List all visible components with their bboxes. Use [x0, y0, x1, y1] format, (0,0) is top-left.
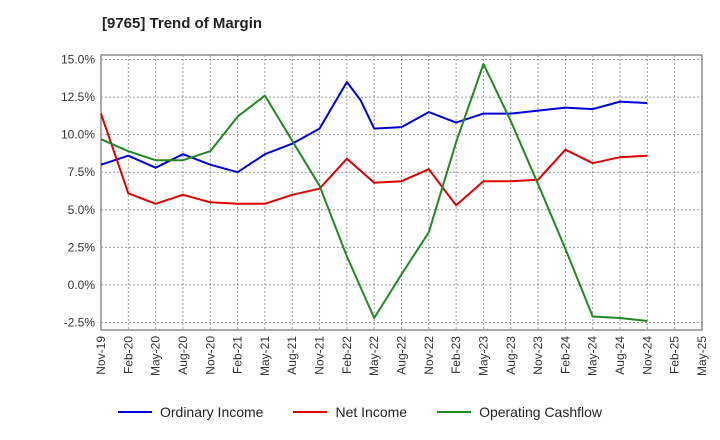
y-tick-label: 5.0% — [68, 203, 96, 217]
series-line-0 — [100, 81, 648, 174]
series-line-2 — [100, 63, 648, 322]
x-tick-label: May-25 — [695, 336, 709, 376]
x-tick-label: May-21 — [258, 336, 272, 376]
legend-item-operating: Operating Cashflow — [437, 404, 602, 420]
x-tick-label: Feb-21 — [231, 336, 245, 374]
x-tick-label: Nov-22 — [422, 336, 436, 375]
x-tick-label: May-20 — [149, 336, 163, 376]
legend-item-net: Net Income — [293, 404, 407, 420]
legend-label-operating: Operating Cashflow — [479, 404, 603, 420]
legend-label-ordinary: Ordinary Income — [159, 404, 264, 420]
x-tick-label: Feb-23 — [449, 336, 463, 374]
x-tick-label: Feb-25 — [668, 336, 682, 374]
series-line-1 — [100, 113, 648, 207]
y-tick-label: 2.5% — [68, 240, 96, 254]
y-tick-label: 7.5% — [68, 165, 96, 179]
legend-swatch-operating — [437, 411, 472, 413]
x-tick-label: Aug-24 — [613, 336, 627, 375]
legend-item-ordinary: Ordinary Income — [117, 404, 264, 420]
x-tick-label: May-23 — [476, 336, 490, 376]
y-tick-label: -2.5% — [64, 315, 96, 329]
x-tick-label: Aug-21 — [285, 336, 299, 375]
x-tick-label: May-24 — [586, 336, 600, 376]
x-tick-label: Nov-20 — [203, 336, 217, 375]
x-tick-label: Nov-19 — [94, 336, 108, 375]
legend-label-net: Net Income — [335, 404, 408, 420]
legend: Ordinary Income Net Income Operating Cas… — [0, 404, 720, 420]
x-tick-label: Nov-21 — [313, 336, 327, 375]
x-tick-label: Nov-24 — [640, 336, 654, 375]
x-tick-label: May-22 — [367, 336, 381, 376]
y-tick-label: 15.0% — [61, 53, 95, 67]
x-tick-label: Aug-22 — [395, 336, 409, 375]
y-tick-label: 12.5% — [61, 90, 95, 104]
x-tick-label: Aug-23 — [504, 336, 518, 375]
legend-swatch-ordinary — [117, 411, 152, 413]
y-tick-label: 10.0% — [61, 128, 95, 142]
chart-title: [9765] Trend of Margin — [102, 15, 263, 32]
x-tick-label: Feb-22 — [340, 336, 354, 374]
x-tick-label: Aug-20 — [176, 336, 190, 375]
y-tick-label: 0.0% — [68, 278, 96, 292]
x-tick-label: Feb-20 — [121, 336, 135, 374]
x-tick-label: Feb-24 — [558, 336, 572, 374]
x-tick-label: Nov-23 — [531, 336, 545, 375]
legend-swatch-net — [293, 411, 328, 413]
